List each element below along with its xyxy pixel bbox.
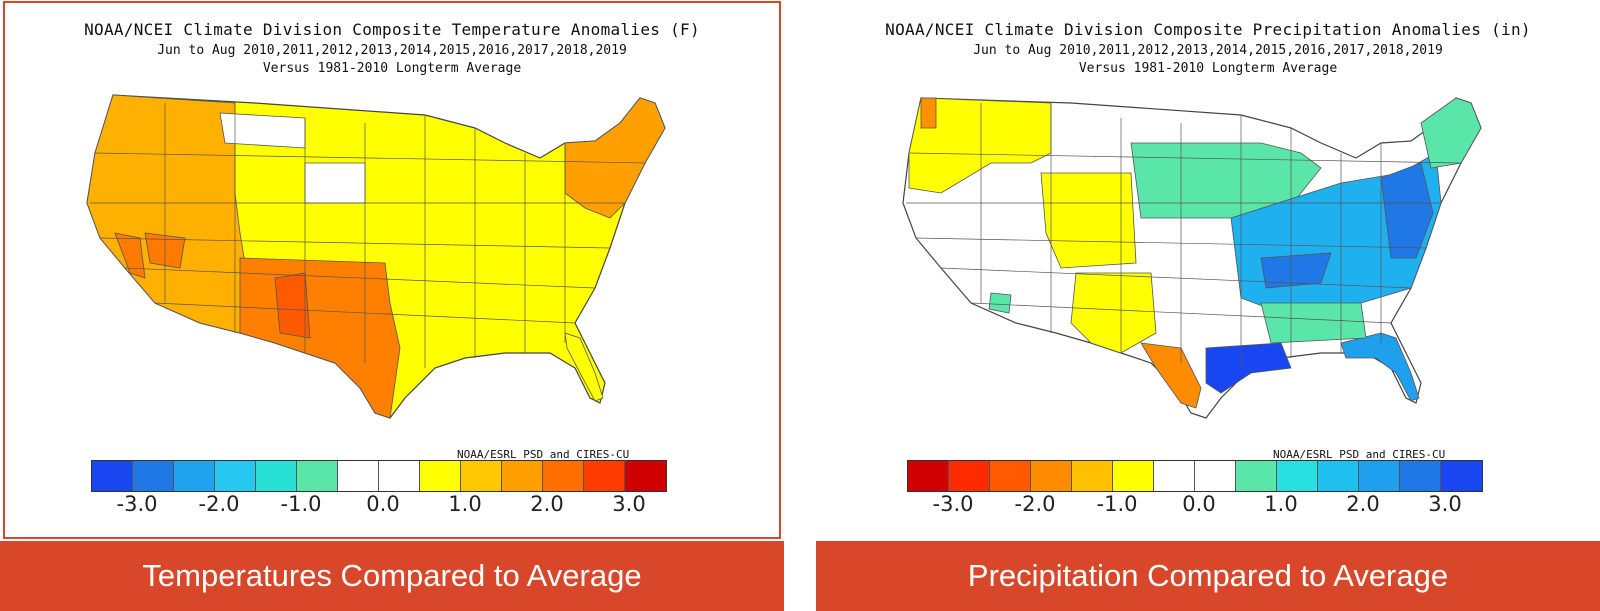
temperature-panel: NOAA/NCEI Climate Division Composite Tem… <box>0 0 784 611</box>
precipitation-gulf-coast <box>1205 342 1292 394</box>
temperature-north-central-white <box>304 162 366 204</box>
precipitation-division-lines <box>906 103 1462 368</box>
temperature-tick-label: 2.0 <box>530 492 564 516</box>
temperature-florida-region <box>564 332 604 402</box>
temperature-colorbar-swatch <box>174 461 215 491</box>
temperature-northern-plains-white <box>219 112 306 149</box>
precipitation-colorbar-swatch <box>990 461 1031 491</box>
precipitation-mid-atlantic <box>1380 162 1434 259</box>
precipitation-tick-label: 3.0 <box>1428 492 1462 516</box>
temperature-colorbar-swatch <box>379 461 420 491</box>
temperature-map-period: Jun to Aug 2010,2011,2012,2013,2014,2015… <box>157 43 627 58</box>
precipitation-tick-label: -3.0 <box>932 492 974 516</box>
precipitation-map-baseline: Versus 1981-2010 Longterm Average <box>1078 61 1338 76</box>
temperature-tick-label: -2.0 <box>198 492 240 516</box>
precipitation-tick-label: -1.0 <box>1096 492 1138 516</box>
precipitation-colorbar-swatch <box>1359 461 1400 491</box>
precipitation-map-title: NOAA/NCEI Climate Division Composite Pre… <box>885 20 1531 39</box>
temperature-colorbar-swatch <box>584 461 625 491</box>
precipitation-colorbar-swatch <box>1277 461 1318 491</box>
temperature-california-region <box>114 232 146 279</box>
temperature-tick-label: -3.0 <box>116 492 158 516</box>
temperature-colorbar <box>91 460 667 492</box>
precipitation-florida <box>1340 332 1420 402</box>
precipitation-new-england <box>1420 97 1482 169</box>
precipitation-colorbar-swatch <box>1400 461 1441 491</box>
precipitation-colorbar-swatch <box>1236 461 1277 491</box>
temperature-colorbar-swatch <box>543 461 584 491</box>
precipitation-colorbar-swatch <box>1195 461 1236 491</box>
temperature-credit: NOAA/ESRL PSD and CIRES-CU <box>457 448 630 461</box>
precipitation-central-rockies <box>1040 172 1137 269</box>
precipitation-credit: NOAA/ESRL PSD and CIRES-CU <box>1273 448 1446 461</box>
precipitation-colorbar-swatch <box>908 461 949 491</box>
temperature-map-baseline: Versus 1981-2010 Longterm Average <box>262 61 522 76</box>
precipitation-panel: NOAA/NCEI Climate Division Composite Pre… <box>816 0 1600 611</box>
temperature-four-corners-region <box>274 272 311 339</box>
precipitation-colorbar-swatch <box>1113 461 1154 491</box>
temperature-division-lines <box>90 103 646 368</box>
temperature-west-region <box>86 94 246 334</box>
temperature-colorbar-swatch <box>420 461 461 491</box>
precipitation-caption: Precipitation Compared to Average <box>816 541 1600 611</box>
temperature-colorbar-swatch <box>338 461 379 491</box>
temperature-map-title: NOAA/NCEI Climate Division Composite Tem… <box>84 20 700 39</box>
precipitation-colorbar-swatch <box>1031 461 1072 491</box>
temperature-colorbar-swatch <box>461 461 502 491</box>
temperature-colorbar-swatch <box>215 461 256 491</box>
temperature-northeast-region <box>564 97 666 219</box>
precipitation-colorbar-swatch <box>1318 461 1359 491</box>
temperature-tick-label: 1.0 <box>448 492 482 516</box>
precipitation-colorbar-swatch <box>1154 461 1195 491</box>
temperature-us-map <box>86 94 666 419</box>
temperature-tick-label: 3.0 <box>612 492 646 516</box>
precipitation-puget-sound <box>920 97 937 129</box>
precipitation-southeast-teal <box>1260 302 1367 344</box>
temperature-colorbar-swatch <box>502 461 543 491</box>
precipitation-tick-label: 1.0 <box>1264 492 1298 516</box>
precipitation-us-map <box>902 97 1482 419</box>
temperature-caption: Temperatures Compared to Average <box>0 541 784 611</box>
precipitation-map-period: Jun to Aug 2010,2011,2012,2013,2014,2015… <box>973 43 1443 58</box>
precipitation-colorbar-swatch <box>1441 461 1482 491</box>
temperature-colorbar-swatch <box>92 461 133 491</box>
precipitation-map-frame: NOAA/NCEI Climate Division Composite Pre… <box>819 1 1597 539</box>
precipitation-tennessee <box>1260 252 1332 289</box>
temperature-colorbar-swatch <box>625 461 666 491</box>
temperature-colorbar-swatch <box>133 461 174 491</box>
precipitation-small-teal <box>988 292 1012 314</box>
precipitation-colorbar-swatch <box>1072 461 1113 491</box>
precipitation-tick-label: -2.0 <box>1014 492 1056 516</box>
temperature-tick-label: 0.0 <box>366 492 400 516</box>
precipitation-colorbar <box>907 460 1483 492</box>
precipitation-colorbar-swatch <box>949 461 990 491</box>
temperature-colorbar-swatch <box>256 461 297 491</box>
precipitation-tick-label: 2.0 <box>1346 492 1380 516</box>
temperature-tick-label: -1.0 <box>280 492 322 516</box>
precipitation-tick-label: 0.0 <box>1182 492 1216 516</box>
temperature-southwest-region <box>239 257 401 419</box>
temperature-colorbar-swatch <box>297 461 338 491</box>
temperature-map-frame: NOAA/NCEI Climate Division Composite Tem… <box>3 1 781 539</box>
precipitation-upper-midwest <box>1130 142 1322 219</box>
